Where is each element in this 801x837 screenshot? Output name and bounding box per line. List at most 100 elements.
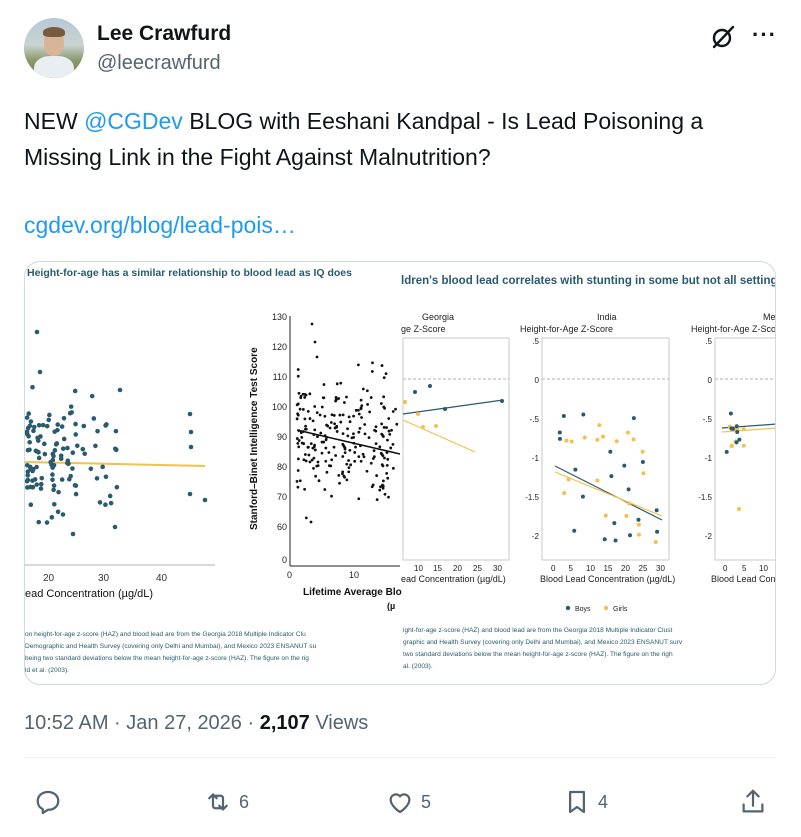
georgia-title: Georgia (422, 312, 454, 322)
divider (24, 757, 776, 758)
left-xlabel: ead Concentration (µg/dL) (25, 588, 153, 600)
bookmark-icon (569, 790, 585, 814)
retweet-count: 6 (239, 791, 250, 812)
like-button[interactable]: 5 (385, 782, 431, 822)
reply-icon (36, 790, 60, 815)
india-xtick: 30 (656, 564, 665, 573)
georgia-xtick: 25 (473, 564, 482, 573)
avatar[interactable] (24, 18, 84, 78)
svg-text:ight-for-age z-score (HAZ) and: ight-for-age z-score (HAZ) and blood lea… (403, 627, 673, 634)
legend-girls: Girls (613, 606, 628, 613)
mexico-title: Me (763, 312, 776, 322)
tweet-meta: 10:52 AM · Jan 27, 2026 · 2,107 Views (24, 712, 368, 735)
more-icon[interactable]: ··· (752, 22, 777, 47)
legend-boys: Boys (575, 606, 591, 613)
iq-ytick: 90 (277, 432, 287, 442)
bookmark-count: 4 (598, 791, 609, 812)
retweet-button[interactable]: 6 (203, 782, 249, 822)
left-scatter: 20 30 40 ead Concentration (µg/dL) (25, 329, 215, 600)
retweet-icon (208, 793, 228, 811)
share-icon (742, 789, 764, 813)
svg-text:al. (2003).: al. (2003). (403, 663, 433, 670)
georgia-xtick: 30 (493, 564, 502, 573)
georgia-ylabel: ge Z-Score (401, 324, 446, 334)
iq-xtick: 10 (349, 570, 359, 580)
tweet-header: Lee Crawfurd @leecrawfurd ··· (24, 18, 784, 78)
georgia-xlabel: ead Concentration (µg/dL) (401, 574, 506, 584)
iq-ylabel: Stanford–Binet Intelligence Test Score (249, 347, 260, 530)
grok-icon[interactable] (710, 24, 736, 50)
svg-text:Demographic and Health Survey: Demographic and Health Survey (covering … (25, 643, 317, 650)
views-label: Views (309, 712, 369, 734)
tweet-text: NEW @CGDev BLOG with Eeshani Kandpal - I… (24, 108, 704, 170)
mexico-xlabel: Blood Lead Con (711, 574, 776, 584)
india-ytick: -.5 (530, 415, 540, 424)
mention-link[interactable]: @CGDev (84, 108, 183, 134)
iq-ytick: 100 (272, 402, 287, 412)
india-ytick: 0 (535, 376, 540, 385)
right-notes: ight-for-age z-score (HAZ) and blood lea… (403, 627, 683, 670)
mexico-ytick: -1 (705, 454, 713, 463)
mexico-ytick: -1.5 (698, 493, 712, 502)
media-image[interactable]: Height-for-age has a similar relationshi… (24, 261, 776, 685)
left-notes: on height-for-age z-score (HAZ) and bloo… (25, 631, 317, 674)
svg-text:ld et al. (2003).: ld et al. (2003). (25, 667, 69, 674)
iq-ytick: 120 (272, 342, 287, 352)
georgia-xtick: 15 (433, 564, 442, 573)
mexico-ytick: -2 (705, 532, 713, 541)
india-xtick: 20 (621, 564, 630, 573)
iq-ytick: 110 (273, 372, 287, 382)
india-ylabel: Height-for-Age Z-Score (520, 324, 613, 334)
svg-text:on height-for-age z-score (HAZ: on height-for-age z-score (HAZ) and bloo… (25, 631, 306, 638)
iq-ytick: 130 (272, 312, 287, 322)
mexico-ylabel: Height-for-Age Z-Sco (691, 324, 776, 334)
india-title: India (597, 312, 617, 322)
iq-xlabel: Lifetime Average Blo (303, 587, 402, 598)
iq-xlabel-unit: (µ (387, 601, 395, 611)
bookmark-button[interactable]: 4 (562, 782, 608, 822)
left-xtick: 40 (156, 573, 168, 584)
left-chart-title: Height-for-age has a similar relationshi… (27, 267, 352, 279)
reply-button[interactable] (33, 782, 69, 822)
iq-ytick: 0 (282, 555, 287, 565)
iq-xtick: 0 (287, 570, 292, 580)
mexico-xtick: 5 (742, 564, 747, 573)
mexico-ytick: 0 (708, 376, 713, 385)
iq-ytick: 60 (277, 522, 287, 532)
georgia-xtick: 20 (453, 564, 462, 573)
author-handle[interactable]: @leecrawfurd (97, 52, 221, 74)
india-ytick: -1 (532, 454, 540, 463)
india-ytick: -1.5 (525, 493, 539, 502)
georgia-chart: Georgia ge Z-Score 10 15 20 25 30 ead Co… (401, 312, 510, 584)
india-xlabel: Blood Lead Concentration (µg/dL) (540, 574, 675, 584)
action-bar: 6 5 4 (0, 782, 801, 822)
blog-link[interactable]: cgdev.org/blog/lead-pois… (24, 212, 296, 238)
like-count: 5 (421, 791, 432, 812)
svg-text:two standard deviations below: two standard deviations below the mean h… (403, 651, 673, 658)
mexico-chart: Me Height-for-Age Z-Sco .5 0 -.5 -1 -1.5 -2 0… (691, 312, 776, 584)
right-chart-title: ldren's blood lead correlates with stunt… (401, 275, 776, 287)
mexico-ytick: .5 (705, 337, 712, 346)
india-ytick: -2 (532, 532, 540, 541)
india-xtick: 5 (569, 564, 574, 573)
left-xtick: 30 (98, 573, 110, 584)
views-count: 2,107 (259, 712, 310, 734)
like-icon (389, 793, 411, 814)
india-xtick: 0 (551, 564, 556, 573)
share-button[interactable] (738, 782, 768, 822)
mexico-ytick: -.5 (703, 415, 713, 424)
india-xtick: 15 (604, 564, 613, 573)
author-name[interactable]: Lee Crawfurd (97, 22, 232, 45)
iq-ytick: 80 (277, 462, 287, 472)
india-ytick: .5 (532, 337, 539, 346)
timestamp[interactable]: 10:52 AM · Jan 27, 2026 · (24, 712, 260, 734)
india-xtick: 10 (586, 564, 595, 573)
georgia-xtick: 10 (414, 564, 423, 573)
mexico-xtick: 10 (759, 564, 768, 573)
svg-text:being two standard deviations: being two standard deviations below the … (25, 655, 309, 662)
iq-ytick: 70 (277, 492, 287, 502)
left-xtick: 20 (43, 573, 55, 584)
india-xtick: 25 (639, 564, 648, 573)
svg-text:graphic and Health Survey (cov: graphic and Health Survey (covering only… (403, 639, 683, 646)
